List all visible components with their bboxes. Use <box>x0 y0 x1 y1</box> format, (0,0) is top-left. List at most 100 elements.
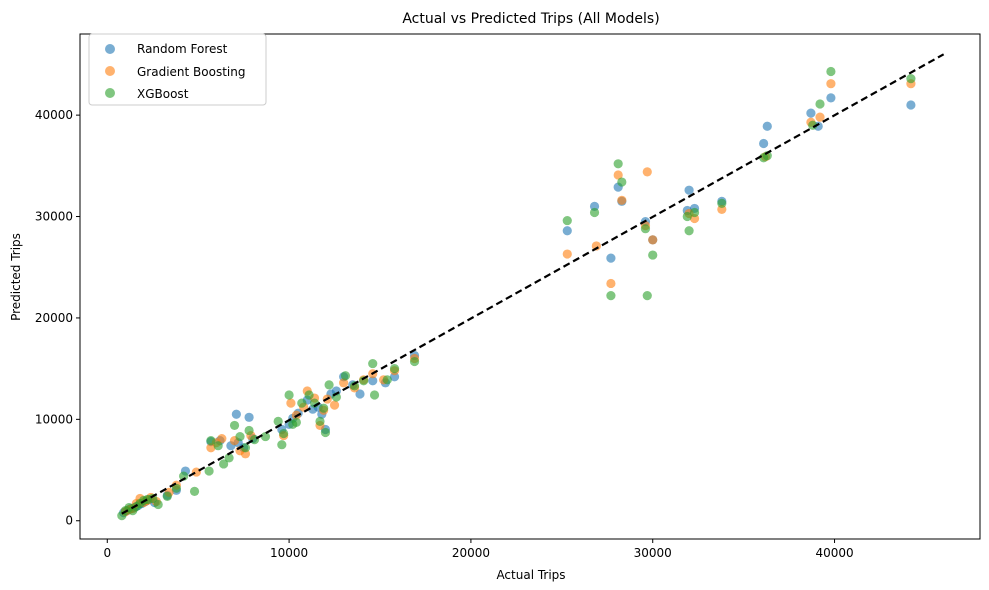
y-axis-label: Predicted Trips <box>9 233 23 321</box>
point-xgboost <box>689 207 700 218</box>
plot-frame <box>79 33 981 540</box>
point-gradient-boosting <box>815 112 825 122</box>
series-xgboost <box>117 66 916 521</box>
point-xgboost <box>213 441 223 451</box>
point-random-forest <box>684 185 694 195</box>
point-xgboost <box>153 499 163 510</box>
point-xgboost <box>162 491 172 502</box>
x-tick-label: 40000 <box>815 546 853 560</box>
point-random-forest <box>368 376 378 386</box>
point-xgboost <box>389 364 400 374</box>
point-random-forest <box>562 226 572 236</box>
legend-marker-xgboost <box>105 88 115 98</box>
legend-box <box>88 33 267 106</box>
point-xgboost <box>340 371 351 381</box>
point-xgboost <box>235 431 245 442</box>
point-xgboost <box>613 159 623 169</box>
x-axis-ticks: 0 10000 20000 30000 40000 <box>103 539 854 560</box>
x-tick-label: 30000 <box>634 546 672 560</box>
x-axis-label: Actual Trips <box>496 568 565 582</box>
point-xgboost <box>369 390 380 400</box>
point-random-forest <box>231 409 241 419</box>
point-gradient-boosting <box>562 249 572 259</box>
point-gradient-boosting <box>606 278 616 289</box>
point-gradient-boosting <box>286 398 296 408</box>
y-tick-label: 40000 <box>35 108 73 122</box>
point-random-forest <box>762 121 772 131</box>
chart-title: Actual vs Predicted Trips (All Models) <box>402 11 659 27</box>
y-tick-label: 30000 <box>35 210 73 224</box>
point-xgboost <box>189 486 200 496</box>
y-axis-ticks: 0 10000 20000 30000 40000 <box>35 108 80 528</box>
point-xgboost <box>240 443 251 453</box>
reference-line <box>121 53 945 515</box>
legend-label-gradient-boosting: Gradient Boosting <box>137 65 245 79</box>
point-gradient-boosting <box>191 467 201 477</box>
point-random-forest <box>355 389 365 399</box>
point-xgboost <box>368 358 378 369</box>
point-gradient-boosting <box>613 170 623 180</box>
point-random-forest <box>244 412 254 422</box>
point-xgboost <box>717 198 727 208</box>
point-gradient-boosting <box>648 235 658 245</box>
point-xgboost <box>206 436 216 446</box>
point-xgboost <box>808 120 818 130</box>
point-gradient-boosting <box>617 195 627 205</box>
point-xgboost <box>906 74 916 84</box>
point-xgboost <box>315 416 325 426</box>
point-xgboost <box>224 453 234 463</box>
point-xgboost <box>640 224 651 234</box>
point-xgboost <box>617 177 627 187</box>
point-xgboost <box>297 398 307 408</box>
x-tick-label: 10000 <box>270 546 308 560</box>
point-xgboost <box>244 425 254 436</box>
point-xgboost <box>648 250 658 260</box>
point-xgboost <box>682 211 692 222</box>
points-layer <box>117 66 916 521</box>
point-xgboost <box>229 420 240 431</box>
plot-area <box>79 33 981 540</box>
y-tick-label: 20000 <box>35 311 73 325</box>
point-xgboost <box>606 291 616 301</box>
legend-label-random-forest: Random Forest <box>137 42 228 56</box>
point-xgboost <box>826 66 836 77</box>
point-xgboost <box>815 99 825 109</box>
point-xgboost <box>324 380 334 390</box>
point-xgboost <box>204 466 214 476</box>
point-gradient-boosting <box>826 79 836 89</box>
point-xgboost <box>277 440 287 450</box>
point-xgboost <box>320 427 331 438</box>
point-xgboost <box>304 390 314 400</box>
point-random-forest <box>806 108 816 118</box>
x-tick-label: 0 <box>103 546 111 560</box>
point-xgboost <box>642 291 652 301</box>
point-xgboost <box>260 431 271 442</box>
point-xgboost <box>279 428 289 439</box>
y-tick-label: 10000 <box>35 412 73 426</box>
point-gradient-boosting <box>642 167 652 177</box>
point-xgboost <box>382 375 392 385</box>
series-gradient-boosting <box>120 79 916 517</box>
point-xgboost <box>684 226 694 236</box>
point-xgboost <box>319 403 329 413</box>
point-random-forest <box>826 93 836 103</box>
point-xgboost <box>179 471 189 481</box>
y-tick-label: 0 <box>65 514 73 528</box>
x-tick-label: 20000 <box>452 546 490 560</box>
legend-marker-random-forest <box>105 44 115 54</box>
point-xgboost <box>171 483 181 493</box>
point-xgboost <box>284 390 294 400</box>
point-xgboost <box>349 381 360 391</box>
point-xgboost <box>589 207 600 218</box>
legend-label-xgboost: XGBoost <box>137 87 189 101</box>
point-random-forest <box>906 100 916 110</box>
legend-marker-gradient-boosting <box>105 66 115 76</box>
point-xgboost <box>409 356 420 367</box>
point-gradient-boosting <box>217 434 227 444</box>
point-gradient-boosting <box>329 400 340 410</box>
point-xgboost <box>219 459 229 469</box>
point-xgboost <box>291 417 301 427</box>
point-random-forest <box>606 253 616 263</box>
legend: Random Forest Gradient Boosting XGBoost <box>88 33 267 106</box>
